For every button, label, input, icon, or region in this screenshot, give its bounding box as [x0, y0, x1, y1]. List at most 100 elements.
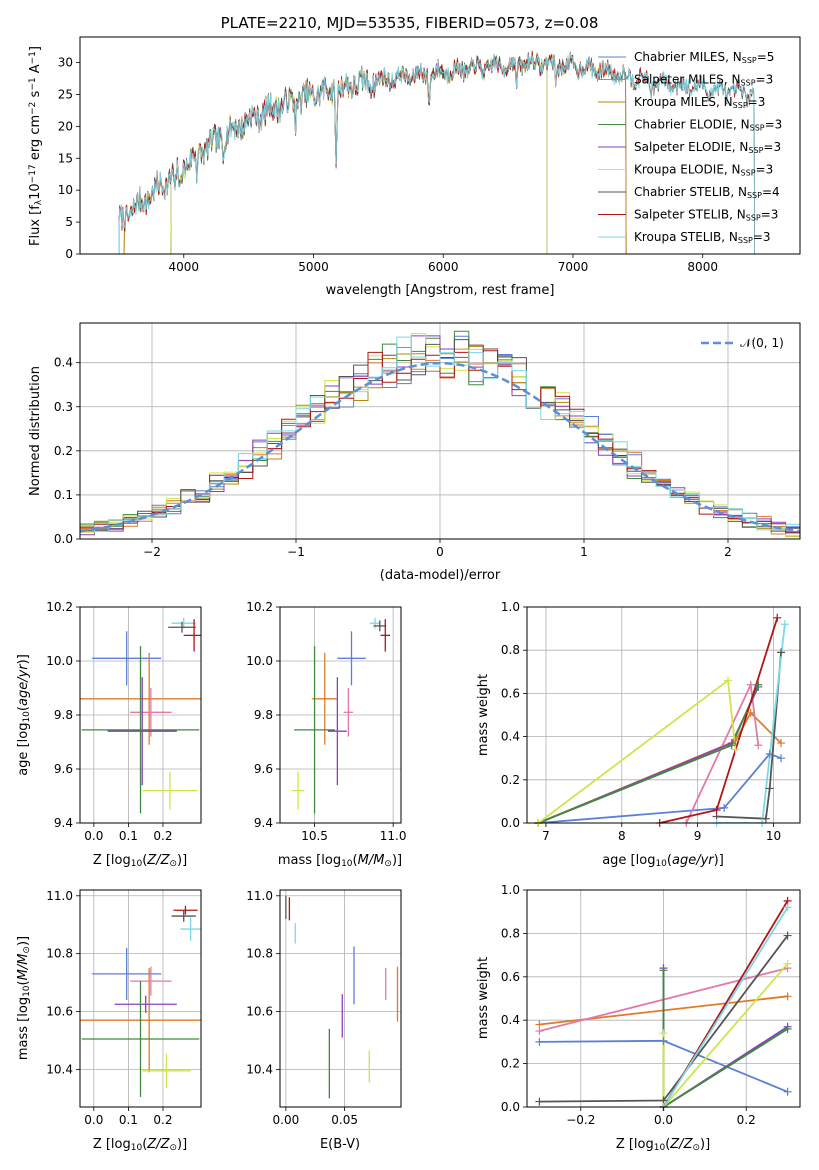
y-tick-label: 10.4 — [246, 1062, 273, 1076]
label-part: )] — [16, 936, 31, 946]
label-part: ( — [16, 706, 31, 711]
legend-value: =3 — [763, 140, 781, 154]
label-part: A — [28, 64, 43, 77]
legend-entry: Chabrier ELODIE, NSSP=3 — [634, 118, 782, 133]
label-part: age/yr — [16, 663, 31, 706]
plot-area — [537, 617, 786, 823]
y-tick-label: 0.0 — [501, 816, 520, 830]
label-part: 10 — [654, 1143, 666, 1153]
legend-label: Chabrier ELODIE, N — [634, 118, 750, 132]
label-part: Flux [f — [28, 205, 43, 246]
y-axis-label: age [log10(age/yr)] — [16, 654, 32, 776]
label-part: age [log — [602, 853, 655, 868]
legend-label: Kroupa MILES, N — [634, 95, 733, 109]
label-part: mass [log — [278, 853, 341, 868]
series-line — [662, 963, 789, 1107]
legend-value: =5 — [757, 50, 775, 64]
label-part: Z/Z — [669, 1137, 693, 1152]
label-part: ( — [353, 853, 358, 868]
axes-frame: 4000 5000 6000 7000 8000 0 5 10 15 20 25 30 — [58, 36, 801, 274]
error-bar-point — [168, 621, 196, 633]
series-line — [659, 617, 779, 823]
legend-value: =3 — [748, 95, 766, 109]
legend-value: =3 — [753, 230, 771, 244]
y-tick-label: 25 — [58, 87, 73, 101]
x-tick-label: 0.1 — [119, 829, 138, 843]
legend-entry: Kroupa MILES, NSSP=3 — [634, 95, 765, 110]
series-marker — [659, 1036, 668, 1045]
label-part: −1 — [28, 51, 38, 64]
plot-area — [539, 900, 789, 1107]
series-marker — [723, 676, 732, 685]
y-tick-label: 0.2 — [54, 444, 73, 458]
axes-frame: −0.2 0.0 0.2 0.0 0.2 0.4 0.6 0.8 1.0 — [501, 883, 801, 1127]
axes-frame: 0.00 0.05 10.4 10.6 10.8 11.0 — [246, 889, 402, 1127]
spectrum-panel: PLATE=2210, MJD=53535, FIBERID=0573, z=0… — [28, 14, 801, 298]
plot-area — [285, 895, 399, 1099]
label-part: ( — [142, 1137, 147, 1152]
label-part: −17 — [28, 164, 38, 183]
y-tick-label: 9.4 — [54, 816, 73, 830]
legend-label: Salpeter ELODIE, N — [634, 140, 748, 154]
x-tick-label: 0.05 — [331, 1113, 358, 1127]
legend-value: =3 — [761, 208, 779, 222]
label-part: erg cm — [28, 115, 43, 164]
y-tick-label: 20 — [58, 119, 73, 133]
x-tick-label: 0.0 — [84, 829, 103, 843]
y-tick-label: 9.6 — [254, 762, 273, 776]
x-axis-label: E(B-V) — [320, 1137, 360, 1152]
error-bar-point — [380, 619, 390, 652]
legend-entry: Chabrier STELIB, NSSP=4 — [634, 185, 780, 200]
label-part: ( — [665, 1137, 670, 1152]
label-part: −2 — [28, 102, 38, 115]
error-bar-point — [373, 620, 387, 632]
y-tick-label: 0.4 — [501, 730, 520, 744]
error-bar-point — [173, 905, 198, 915]
y-tick-label: 5 — [65, 215, 73, 229]
series-line — [662, 906, 789, 1107]
series-line — [538, 752, 782, 823]
x-tick-label: 0.2 — [153, 1113, 172, 1127]
series-marker — [783, 992, 792, 1001]
x-tick-label: 5000 — [298, 260, 329, 274]
series-marker — [754, 680, 763, 689]
y-tick-label: 10.2 — [246, 600, 273, 614]
x-axis-label: wavelength [Angstrom, rest frame] — [326, 283, 555, 298]
y-tick-label: 9.8 — [54, 708, 73, 722]
axes-border — [79, 36, 801, 255]
error-bar-point — [327, 677, 347, 786]
series-marker — [535, 1037, 544, 1046]
y-tick-label: 0.8 — [501, 926, 520, 940]
mass-vs-ebv-panel: 0.00 0.05 10.4 10.6 10.8 11.0 E(B-V) — [246, 889, 402, 1152]
x-tick-label: 0.1 — [119, 1113, 138, 1127]
x-axis-label: Z [log10(Z/Z⊙)] — [93, 853, 187, 869]
error-bar-point — [294, 646, 335, 814]
legend-sub: SSP — [741, 169, 756, 178]
y-tick-label: 0.4 — [501, 1013, 520, 1027]
x-axis-label: age [log10(age/yr)] — [602, 853, 724, 869]
series-line — [538, 684, 760, 823]
y-tick-label: 0.1 — [54, 488, 73, 502]
series-marker — [777, 739, 786, 748]
x-tick-label: 4000 — [169, 260, 200, 274]
weight-vs-metallicity-panel: −0.2 0.0 0.2 0.0 0.2 0.4 0.6 0.8 1.0 Z [log10(Z/Z… — [476, 883, 801, 1153]
x-tick-label: 2 — [724, 545, 732, 559]
legend-label: Kroupa STELIB, N — [634, 230, 738, 244]
label-part: s — [28, 90, 43, 101]
label-part: )] — [16, 654, 31, 664]
series-marker — [765, 749, 774, 758]
label-part: )] — [700, 1137, 710, 1152]
label-part: Z/Z — [146, 1137, 170, 1152]
label-part: 10 — [22, 985, 32, 997]
series-marker — [731, 745, 740, 754]
error-bar-point — [171, 910, 196, 922]
legend-entry: Salpeter MILES, NSSP=3 — [634, 73, 773, 88]
legend-entry: 𝒩(0, 1) — [740, 336, 784, 350]
x-tick-label: −1 — [287, 545, 305, 559]
label-part: )] — [177, 1137, 187, 1152]
y-tick-label: 0.0 — [501, 1100, 520, 1114]
series-line — [537, 678, 737, 823]
error-bar-point — [92, 631, 162, 686]
